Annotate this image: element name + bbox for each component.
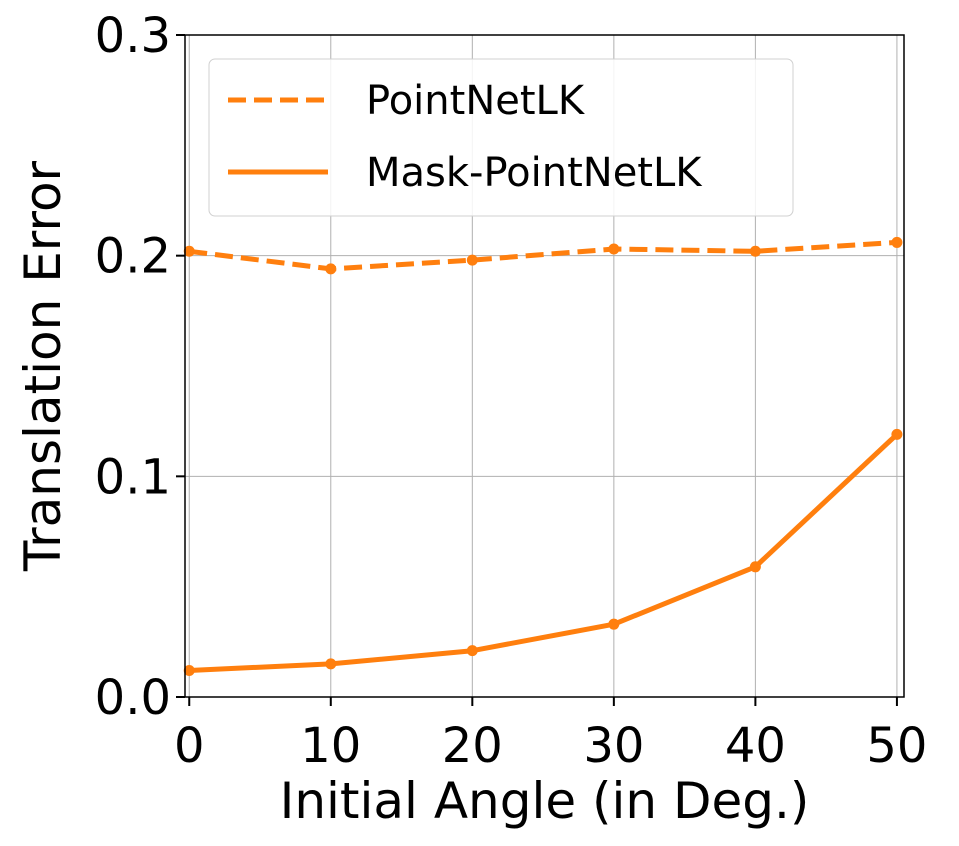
- data-point: [183, 665, 195, 677]
- y-tick-label: 0.2: [95, 229, 171, 285]
- y-tick-label: 0.0: [95, 670, 171, 726]
- legend-label-mask-pointnetlk: Mask-PointNetLK: [366, 150, 703, 196]
- y-tick-label: 0.1: [95, 449, 171, 505]
- plot-frame: [184, 34, 905, 698]
- data-point: [891, 428, 903, 440]
- series-line-1: [189, 432, 899, 673]
- data-point: [466, 254, 478, 266]
- y-tick-label: 0.3: [95, 8, 171, 64]
- data-point: [325, 658, 337, 670]
- x-tick-label: 0: [174, 718, 205, 774]
- x-axis-label: Initial Angle (in Deg.): [280, 772, 810, 830]
- data-point: [891, 236, 903, 248]
- data-point: [466, 645, 478, 657]
- x-tick-label: 40: [725, 718, 786, 774]
- x-tick-label: 10: [300, 718, 361, 774]
- legend: PointNetLK Mask-PointNetLK: [208, 58, 794, 217]
- legend-box: [208, 58, 794, 217]
- data-point: [749, 245, 761, 257]
- data-point: [749, 561, 761, 573]
- ticks: 0 10 20 30 40 50 0.0 0.1 0.2 0.3: [95, 8, 928, 774]
- data-point: [325, 263, 337, 275]
- series-line-0: [188, 239, 898, 272]
- x-tick-label: 30: [583, 718, 644, 774]
- x-tick-label: 50: [866, 718, 927, 774]
- data-point: [608, 243, 620, 255]
- data-point: [183, 245, 195, 257]
- series-layer: [183, 236, 903, 677]
- legend-label-pointnetlk: PointNetLK: [366, 78, 586, 124]
- y-axis-label: Translation Error: [14, 160, 72, 572]
- x-tick-label: 20: [442, 718, 503, 774]
- data-point: [608, 618, 620, 630]
